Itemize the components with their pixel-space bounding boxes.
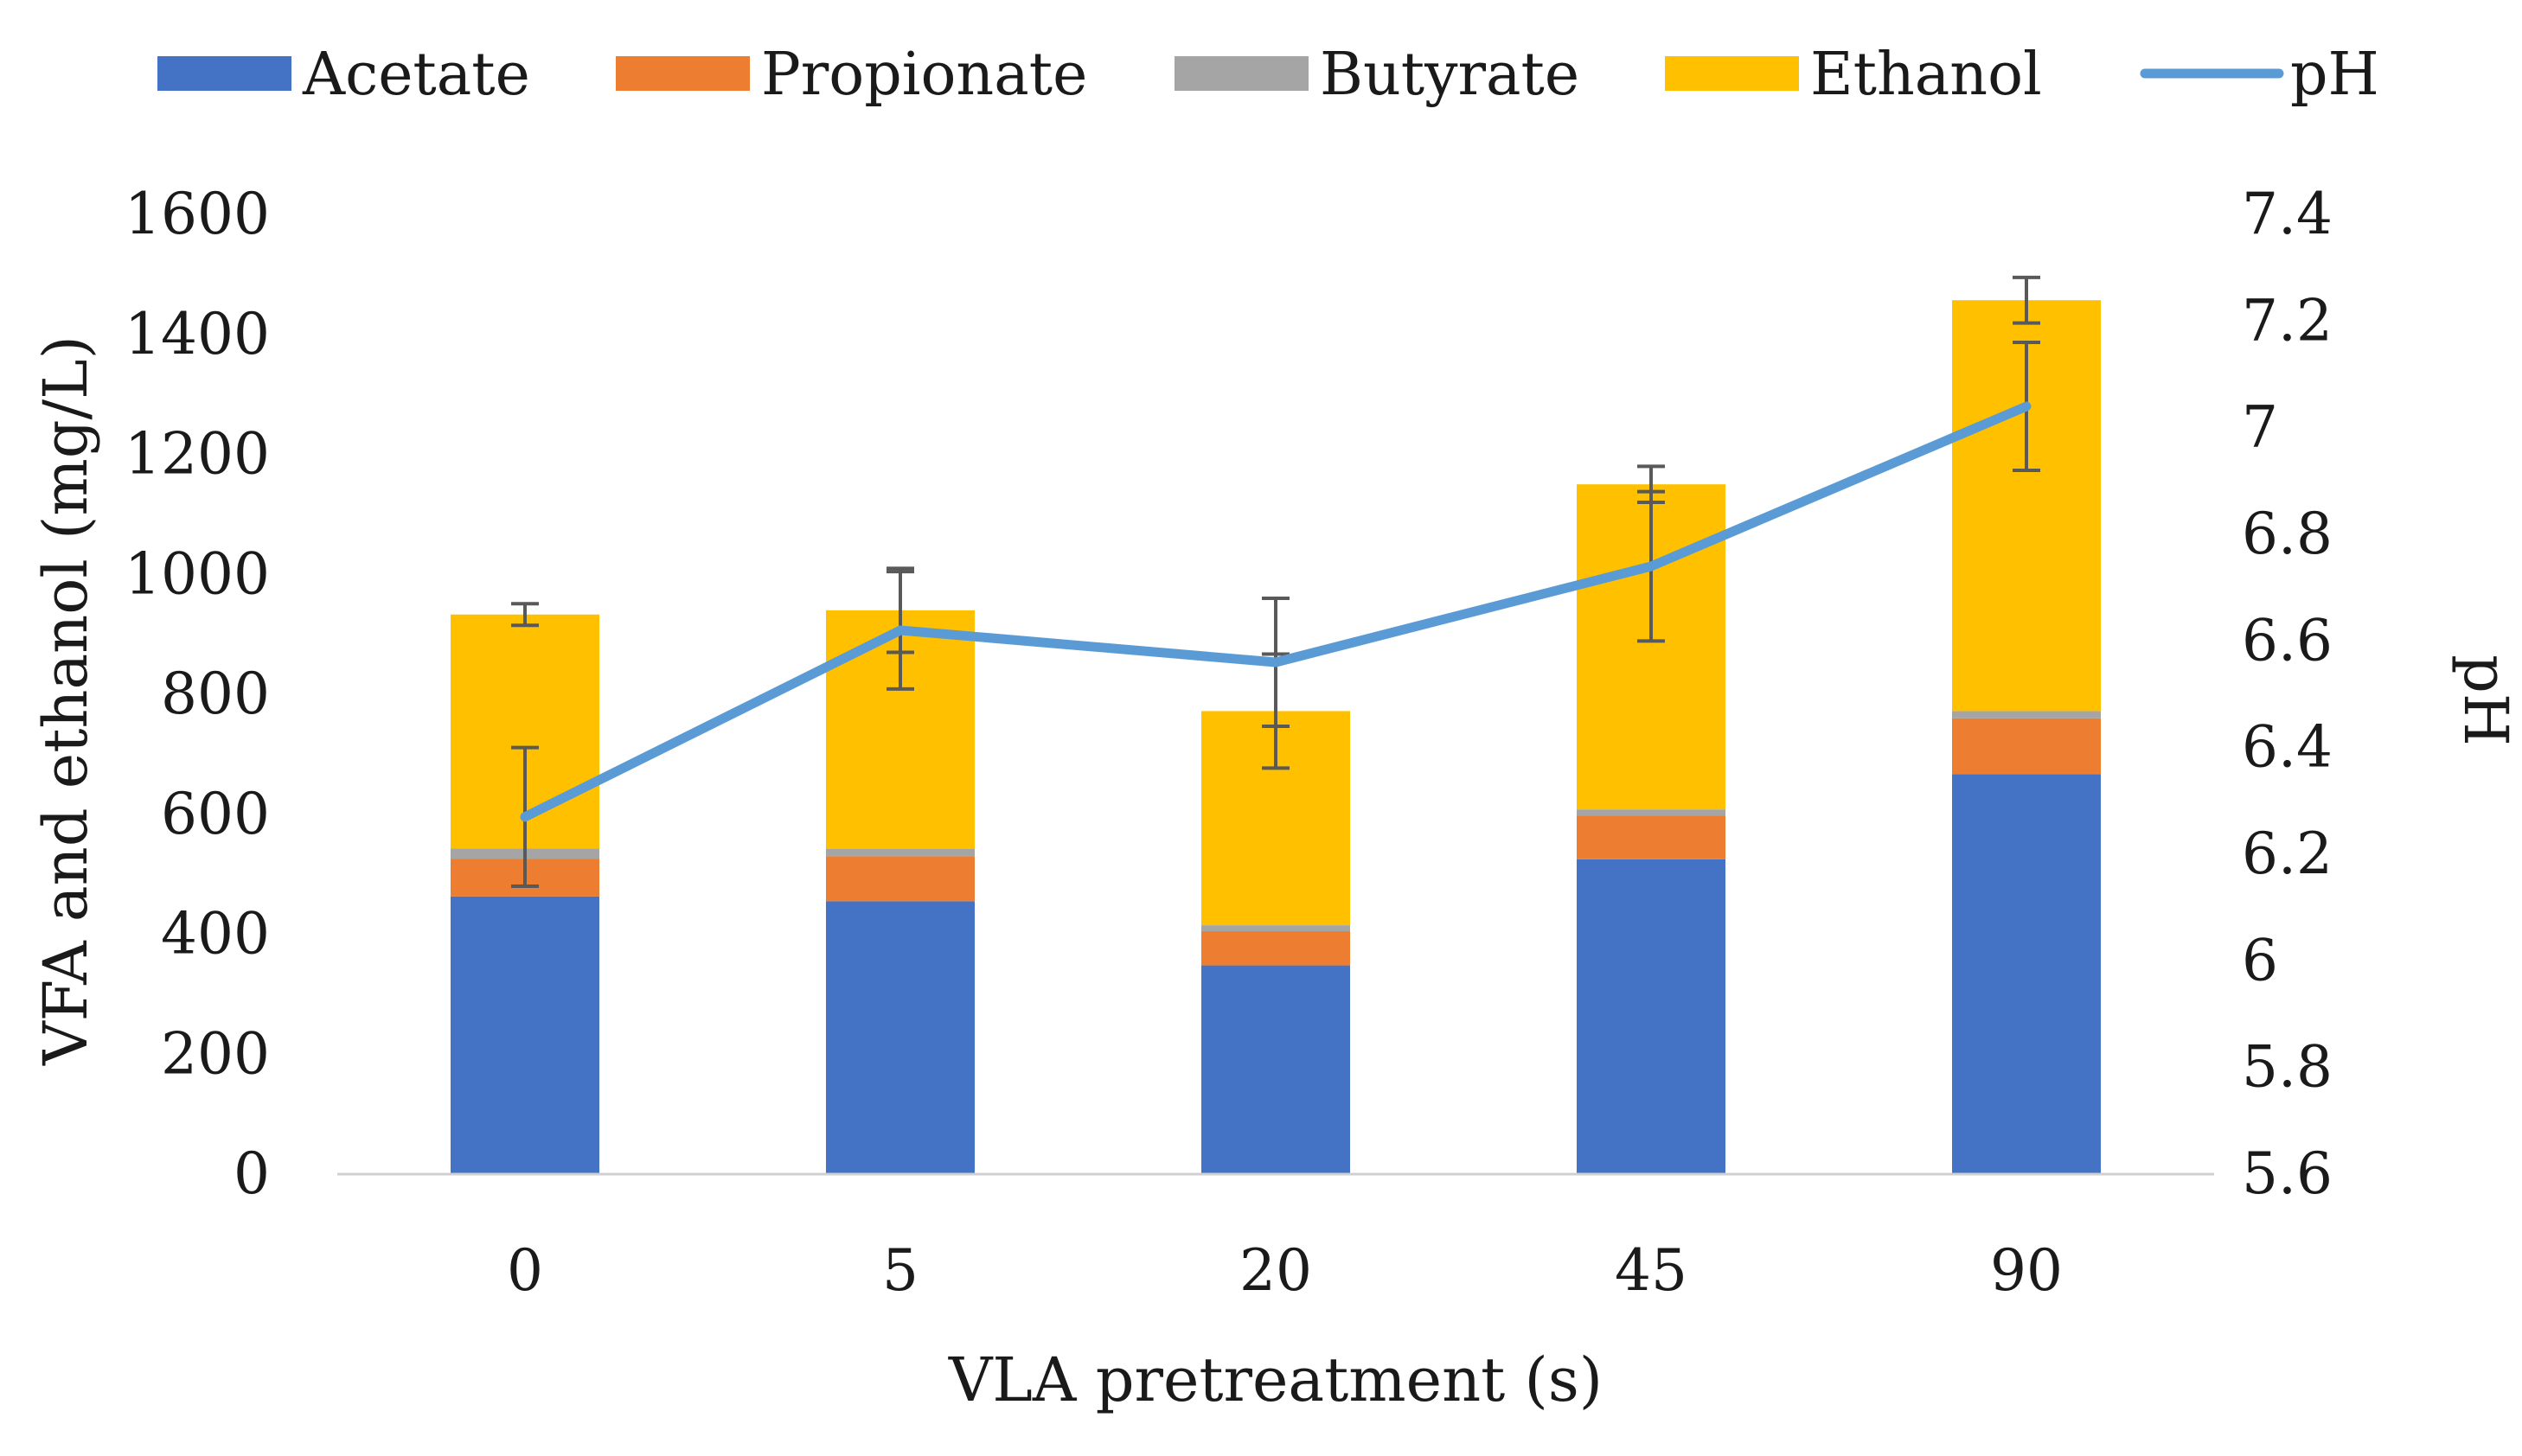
y-tick-label: 200 — [161, 1020, 270, 1087]
bar-butyrate-45 — [1577, 809, 1725, 816]
y2-tick-label: 7.2 — [2242, 287, 2333, 354]
legend-item-ethanol: Ethanol — [1665, 41, 2042, 109]
bars — [451, 300, 2101, 1174]
legend-item-acetate: Acetate — [157, 41, 530, 109]
legend-swatch-propionate — [616, 56, 750, 91]
bar-butyrate-5 — [826, 848, 975, 857]
y-tick-label: 600 — [161, 781, 270, 847]
y2-tick-label: 5.8 — [2242, 1034, 2333, 1101]
y-axis-ticks: 0 200 400 600 800 1000 1200 1400 1600 — [125, 181, 270, 1207]
x-tick-label: 45 — [1615, 1237, 1687, 1304]
legend: Acetate Propionate Butyrate Ethanol pH — [157, 41, 2379, 109]
legend-label-acetate: Acetate — [302, 41, 530, 109]
y2-tick-label: 6 — [2242, 927, 2278, 993]
legend-label-butyrate: Butyrate — [1320, 41, 1579, 109]
y-tick-label: 800 — [161, 661, 270, 727]
bar-error-90 — [2013, 275, 2040, 325]
bar-propionate-90 — [1952, 718, 2101, 775]
bar-propionate-45 — [1577, 815, 1725, 859]
legend-label-propionate: Propionate — [761, 41, 1087, 109]
y2-tick-label: 6.8 — [2242, 501, 2333, 567]
legend-item-ph: pH — [2140, 41, 2379, 109]
x-axis-ticks: 0 5 20 45 90 — [507, 1237, 2063, 1304]
x-tick-label: 90 — [1990, 1237, 2063, 1304]
y2-axis-ticks: 5.6 5.8 6 6.2 6.4 6.6 6.8 7 7.2 7.4 — [2242, 181, 2333, 1207]
legend-swatch-acetate — [157, 56, 291, 91]
y-tick-label: 1600 — [125, 181, 270, 247]
y-tick-label: 1200 — [125, 421, 270, 488]
bar-acetate-20 — [1201, 965, 1350, 1174]
legend-label-ph: pH — [2290, 41, 2379, 109]
y2-axis-title: pH — [2450, 655, 2521, 746]
bar-butyrate-20 — [1201, 925, 1350, 932]
ph-line — [520, 401, 2032, 822]
x-tick-label: 0 — [507, 1237, 543, 1304]
y2-tick-label: 7 — [2242, 394, 2278, 461]
ph-series-line — [520, 401, 2032, 822]
bar-acetate-0 — [451, 896, 599, 1174]
legend-item-propionate: Propionate — [616, 41, 1087, 109]
y2-tick-label: 7.4 — [2242, 181, 2333, 247]
y-tick-label: 1000 — [125, 540, 270, 607]
bar-acetate-5 — [826, 901, 975, 1174]
y2-tick-label: 6.4 — [2242, 714, 2333, 781]
y2-tick-label: 6.6 — [2242, 607, 2333, 674]
legend-swatch-ethanol — [1665, 56, 1799, 91]
bar-propionate-5 — [826, 856, 975, 902]
y2-tick-label: 6.2 — [2242, 821, 2333, 887]
bar-acetate-45 — [1577, 859, 1725, 1174]
legend-swatch-butyrate — [1175, 56, 1309, 91]
y-tick-label: 1400 — [125, 301, 270, 367]
bar-propionate-20 — [1201, 931, 1350, 966]
bar-error-0 — [511, 602, 539, 628]
y-tick-label: 0 — [234, 1140, 270, 1207]
y-axis-title: VFA and ethanol (mg/L) — [30, 335, 101, 1066]
legend-item-butyrate: Butyrate — [1175, 41, 1579, 109]
legend-label-ethanol: Ethanol — [1810, 41, 2042, 109]
x-tick-label: 5 — [882, 1237, 919, 1304]
bar-butyrate-90 — [1952, 711, 2101, 718]
y2-tick-label: 5.6 — [2242, 1140, 2333, 1207]
y-tick-label: 400 — [161, 901, 270, 967]
x-tick-label: 20 — [1239, 1237, 1312, 1304]
bar-acetate-90 — [1952, 774, 2101, 1174]
x-axis-title: VLA pretreatment (s) — [948, 1344, 1603, 1415]
